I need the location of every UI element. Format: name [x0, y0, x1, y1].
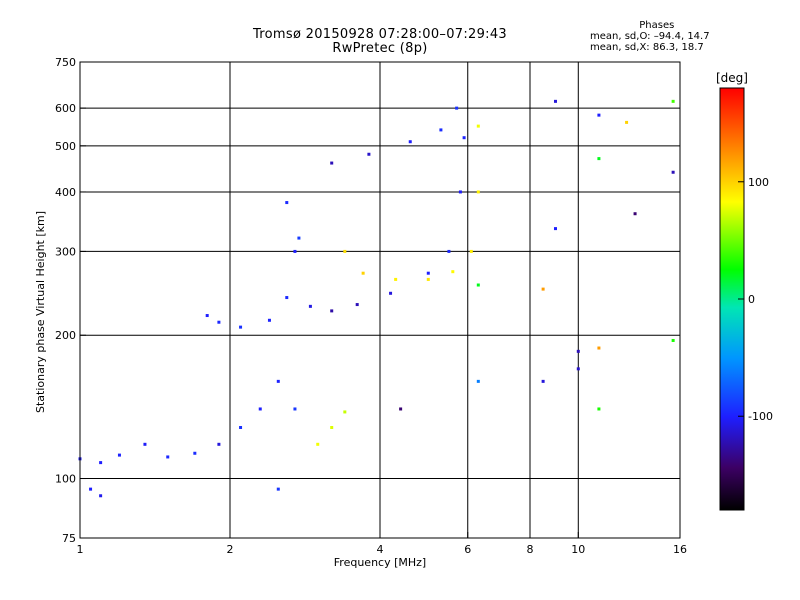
data-point	[99, 494, 103, 498]
phase-stats-o: mean, sd,O: –94.4, 14.7	[590, 31, 710, 42]
colorbar-tick-label: 100	[748, 176, 769, 189]
data-point	[476, 124, 480, 128]
chart-title-line1: Tromsø 20150928 07:28:00–07:29:43	[252, 27, 508, 42]
y-tick-label: 750	[55, 56, 76, 69]
y-tick-label: 300	[55, 245, 76, 258]
data-point	[671, 338, 675, 342]
data-point	[117, 453, 121, 457]
data-point	[143, 442, 147, 446]
y-axis-label: Stationary phase Virtual Height [km]	[34, 211, 47, 413]
x-tick-label: 10	[571, 543, 585, 556]
data-point	[597, 346, 601, 350]
y-tick-label: 200	[55, 329, 76, 342]
data-point	[193, 451, 197, 455]
x-tick-label: 16	[673, 543, 687, 556]
x-tick-labels: 1 2 4 6 8 10 16	[77, 532, 687, 556]
data-point	[367, 152, 371, 156]
data-point	[462, 136, 466, 140]
data-point	[469, 249, 473, 253]
data-point	[553, 99, 557, 103]
data-point	[217, 442, 221, 446]
x-tick-label: 6	[464, 543, 471, 556]
data-point	[258, 407, 262, 411]
y-tick-labels: 75 100 200 300 400 500 600 750	[55, 56, 86, 545]
data-point	[355, 303, 359, 307]
data-point	[671, 99, 675, 103]
data-point	[239, 425, 243, 429]
data-point	[308, 304, 312, 308]
x-axis-label: Frequency [MHz]	[334, 556, 426, 569]
data-point	[389, 291, 393, 295]
data-point	[671, 170, 675, 174]
data-point	[426, 277, 430, 281]
data-point	[408, 140, 412, 144]
colorbar-tick-label: 0	[748, 293, 755, 306]
data-point	[476, 283, 480, 287]
data-point	[89, 487, 93, 491]
y-tick-label: 500	[55, 140, 76, 153]
x-tick-label: 8	[527, 543, 534, 556]
colorbar-label: [deg]	[716, 71, 748, 85]
data-point	[476, 379, 480, 383]
data-point	[239, 325, 243, 329]
colorbar-tick-label: -100	[748, 410, 773, 423]
y-tick-label: 400	[55, 186, 76, 199]
data-point	[447, 249, 451, 253]
data-point	[541, 287, 545, 291]
data-point	[476, 190, 480, 194]
data-point	[205, 314, 209, 318]
data-point	[361, 271, 365, 275]
data-points	[78, 99, 675, 498]
data-point	[217, 320, 221, 324]
data-point	[316, 442, 320, 446]
data-point	[343, 249, 347, 253]
data-point	[451, 270, 455, 274]
data-point	[399, 407, 403, 411]
chart-title-line2: RwPretec (8p)	[332, 41, 428, 56]
x-tick-label: 1	[77, 543, 84, 556]
x-tick-label: 2	[227, 543, 234, 556]
data-point	[394, 277, 398, 281]
data-point	[597, 407, 601, 411]
data-point	[330, 425, 334, 429]
data-point	[330, 309, 334, 313]
data-point	[553, 227, 557, 231]
data-point	[267, 318, 271, 322]
y-tick-label: 100	[55, 473, 76, 486]
data-point	[597, 113, 601, 117]
data-point	[293, 249, 297, 253]
data-point	[276, 379, 280, 383]
phase-stats: Phases mean, sd,O: –94.4, 14.7 mean, sd,…	[590, 20, 710, 53]
data-point	[426, 271, 430, 275]
grid-lines	[80, 62, 680, 538]
data-point	[343, 410, 347, 414]
data-point	[576, 367, 580, 371]
phase-stats-heading: Phases	[639, 20, 675, 31]
data-point	[285, 201, 289, 205]
data-point	[455, 106, 459, 110]
colorbar-ticks: 100 0 -100	[738, 176, 773, 423]
data-point	[439, 128, 443, 132]
data-point	[166, 455, 170, 459]
data-point	[285, 296, 289, 300]
data-point	[633, 212, 637, 216]
data-point	[99, 461, 103, 465]
x-tick-label: 4	[377, 543, 384, 556]
data-point	[297, 236, 301, 240]
data-point	[541, 379, 545, 383]
data-point	[330, 161, 334, 165]
data-point	[576, 349, 580, 353]
y-tick-label: 75	[62, 532, 76, 545]
data-point	[597, 157, 601, 161]
data-point	[458, 190, 462, 194]
data-point	[625, 120, 629, 124]
data-point	[293, 407, 297, 411]
data-point	[276, 487, 280, 491]
y-tick-label: 600	[55, 102, 76, 115]
phase-stats-x: mean, sd,X: 86.3, 18.7	[590, 42, 704, 53]
